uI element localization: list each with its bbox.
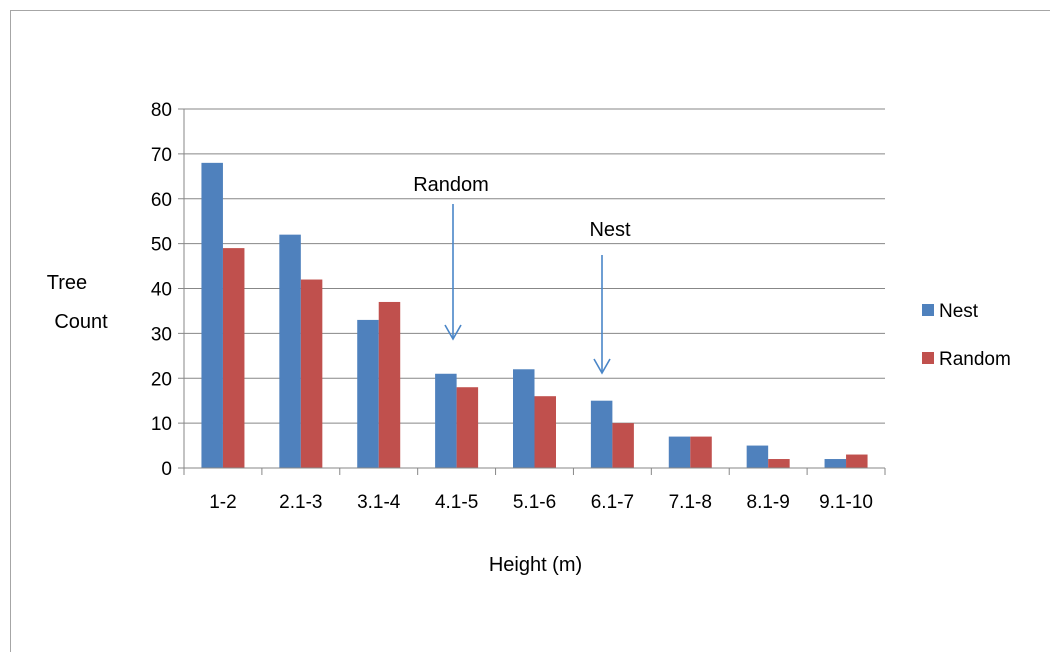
y-axis-title-line-2: Count bbox=[54, 311, 108, 333]
y-tick-label: 0 bbox=[161, 459, 172, 480]
x-tick-label: 1-2 bbox=[209, 492, 236, 513]
y-tick-label: 60 bbox=[151, 190, 172, 211]
bar-random-4.1-5 bbox=[456, 387, 479, 468]
annotation-arrow-head bbox=[444, 324, 462, 341]
y-tick-label: 40 bbox=[151, 280, 172, 301]
bar-nest-9.1-10 bbox=[824, 459, 847, 468]
bar-random-2.1-3 bbox=[300, 279, 323, 468]
bar-nest-8.1-9 bbox=[746, 445, 769, 468]
legend: Nest Random bbox=[922, 301, 1011, 370]
legend-label-nest: Nest bbox=[939, 301, 979, 322]
bar-nest-3.1-4 bbox=[357, 319, 379, 468]
legend-label-random: Random bbox=[939, 349, 1011, 370]
y-tick-label: 20 bbox=[151, 369, 172, 390]
x-tick-label: 7.1-8 bbox=[669, 492, 712, 513]
bar-random-6.1-7 bbox=[612, 423, 634, 468]
y-tick-label: 70 bbox=[151, 145, 172, 166]
bar-chart: 0 10 20 30 40 50 60 70 80 1-2 2.1-3 3.1-4 4.1-5 5.1-6… bbox=[47, 100, 1011, 576]
annotations: Random Nest bbox=[413, 174, 631, 375]
bars bbox=[201, 162, 868, 468]
y-tick-label: 10 bbox=[151, 414, 172, 435]
x-tick-label: 9.1-10 bbox=[819, 492, 873, 513]
chart-area: 0 10 20 30 40 50 60 70 80 1-2 2.1-3 3.1-4 4.1-5 5.1-6… bbox=[10, 10, 1050, 652]
bar-random-8.1-9 bbox=[768, 459, 790, 468]
bar-nest-6.1-7 bbox=[590, 400, 613, 468]
x-tick-label: 6.1-7 bbox=[591, 492, 634, 513]
x-tick-label: 8.1-9 bbox=[747, 492, 790, 513]
x-tick-label: 5.1-6 bbox=[513, 492, 556, 513]
annotation-label-random: Random bbox=[413, 174, 489, 196]
x-tick-label: 2.1-3 bbox=[279, 492, 322, 513]
bar-nest-1-2 bbox=[201, 162, 223, 468]
bar-random-9.1-10 bbox=[846, 454, 868, 468]
x-axis-title: Height (m) bbox=[489, 554, 582, 576]
y-axis-title-line-1: Tree bbox=[47, 272, 87, 294]
annotation-label-nest: Nest bbox=[589, 219, 631, 241]
y-tick-label: 30 bbox=[151, 324, 172, 345]
bar-nest-2.1-3 bbox=[279, 234, 301, 468]
y-tick-label: 80 bbox=[151, 100, 172, 121]
bar-nest-5.1-6 bbox=[513, 369, 535, 468]
bar-random-5.1-6 bbox=[534, 396, 556, 468]
bar-random-3.1-4 bbox=[378, 301, 401, 468]
bar-random-1-2 bbox=[222, 248, 245, 468]
bar-nest-4.1-5 bbox=[435, 373, 457, 468]
bar-random-7.1-8 bbox=[690, 436, 712, 468]
annotation-arrow-head bbox=[593, 358, 611, 375]
legend-swatch-nest bbox=[922, 304, 934, 316]
x-tick-label: 4.1-5 bbox=[435, 492, 478, 513]
bar-nest-7.1-8 bbox=[668, 436, 691, 468]
legend-swatch-random bbox=[922, 352, 934, 364]
x-tick-label: 3.1-4 bbox=[357, 492, 401, 513]
y-tick-label: 50 bbox=[151, 235, 172, 256]
axes: 0 10 20 30 40 50 60 70 80 1-2 2.1-3 3.1-4 4.1-5 5.1-6… bbox=[151, 100, 886, 513]
